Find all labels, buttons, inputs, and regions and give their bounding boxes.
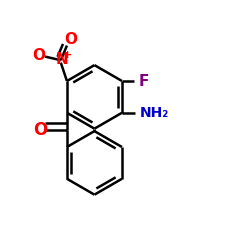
Text: N: N: [56, 52, 68, 66]
Text: F: F: [138, 74, 149, 88]
Text: +: +: [63, 50, 72, 60]
Text: O: O: [64, 32, 77, 47]
Text: O: O: [34, 121, 48, 139]
Text: O: O: [32, 48, 45, 63]
Text: NH₂: NH₂: [140, 106, 169, 120]
